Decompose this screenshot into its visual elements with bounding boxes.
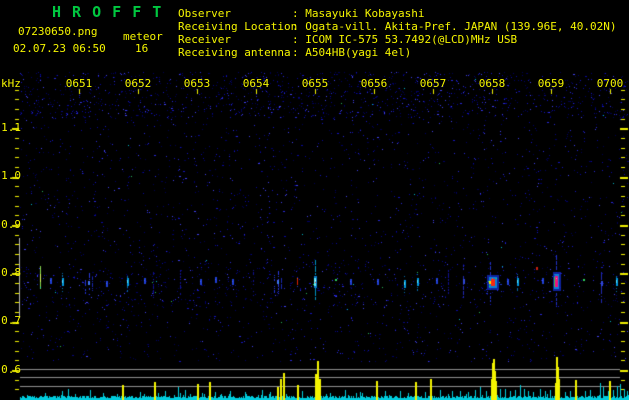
mode-label: meteor [123, 30, 163, 43]
info-value: ICOM IC-575 53.7492(@LCD)MHz USB [305, 33, 518, 46]
meteor-count: 16 [135, 42, 149, 55]
info-value: Ogata-vill. Akita-Pref. JAPAN (139.96E, … [305, 20, 617, 33]
app-title: H R O F F T [52, 3, 163, 21]
info-separator: : [292, 46, 306, 59]
info-label: Receiving Location [178, 20, 298, 33]
info-label: Observer [178, 7, 231, 20]
info-separator: : [292, 33, 306, 46]
info-row-location: Receiving Location: Ogata-vill. Akita-Pr… [178, 20, 617, 33]
info-row-antenna: Receiving antenna: A504HB(yagi 4el) [178, 46, 411, 59]
output-filename: 07230650.png [18, 25, 98, 38]
info-value: A504HB(yagi 4el) [305, 46, 412, 59]
info-label: Receiver [178, 33, 231, 46]
info-label: Receiving antenna [178, 46, 291, 59]
datetime-label: 02.07.23 06:50 [13, 42, 106, 55]
info-value: Masayuki Kobayashi [305, 7, 425, 20]
info-separator: : [292, 20, 306, 33]
info-separator: : [292, 7, 306, 20]
info-row-observer: Observer: Masayuki Kobayashi [178, 7, 424, 20]
info-row-receiver: Receiver: ICOM IC-575 53.7492(@LCD)MHz U… [178, 33, 517, 46]
